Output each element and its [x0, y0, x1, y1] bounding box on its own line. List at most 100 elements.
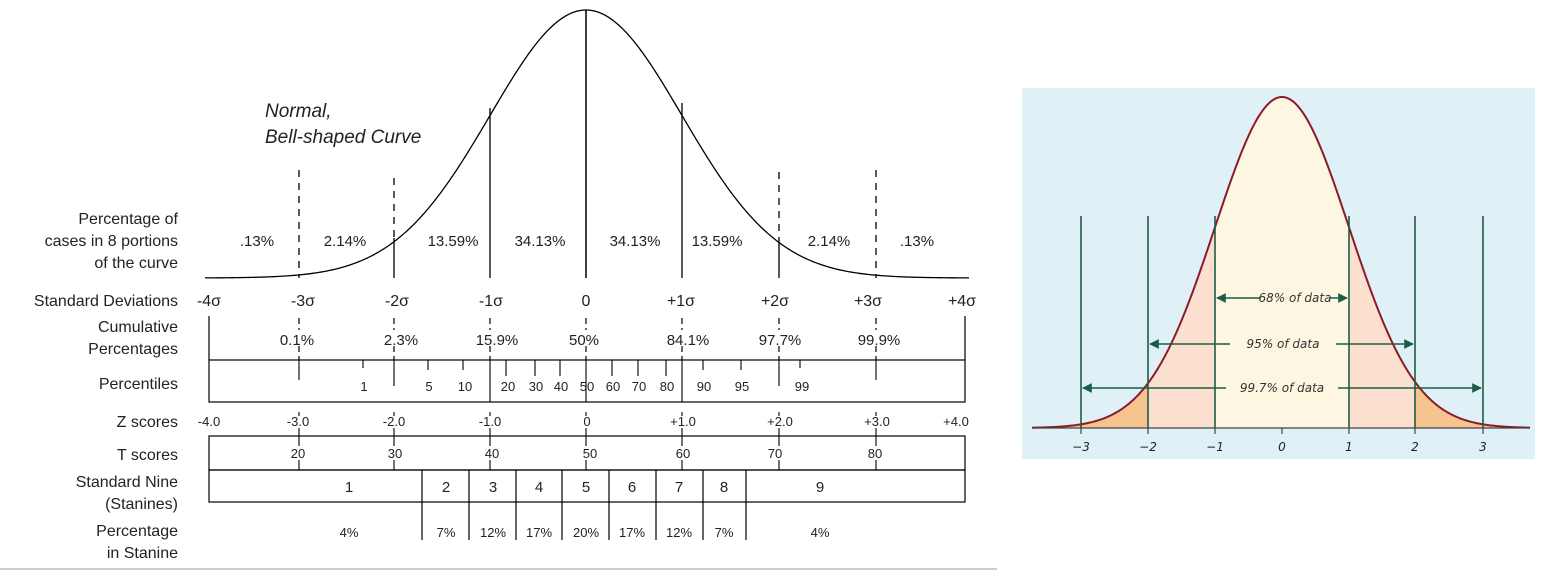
z-score-0: 0 [583, 414, 590, 429]
row-label-pct-stanine-1: Percentage [96, 523, 178, 540]
stanine-3: 3 [489, 479, 497, 496]
portion-pct-8: .13% [900, 233, 934, 250]
stanine-pct-9: 4% [811, 525, 830, 540]
percentile-80: 80 [660, 379, 674, 394]
percentile-1: 1 [360, 379, 367, 394]
cumulative-pct-2: 2.3% [384, 332, 418, 349]
stanine-pct-6: 17% [619, 525, 645, 540]
empirical-axis-ticks [1080, 428, 1484, 434]
empirical-tick-minus1: −1 [1206, 440, 1224, 454]
percentile-40: 40 [554, 379, 568, 394]
stanine-4: 4 [535, 479, 543, 496]
inner-band-fill [1215, 97, 1349, 428]
stanine-pct-3: 12% [480, 525, 506, 540]
curve-label-2: Bell-shaped Curve [265, 127, 421, 148]
portion-pct-3: 13.59% [428, 233, 479, 250]
empirical-tick-1: 1 [1345, 440, 1353, 454]
t-score-50: 50 [583, 446, 597, 461]
z-score-plus1: +1.0 [670, 414, 696, 429]
t-score-70: 70 [768, 446, 782, 461]
stanine-pct-2: 7% [437, 525, 456, 540]
cumulative-pct-4: 50% [569, 332, 599, 349]
cumulative-pct-1: 0.1% [280, 332, 314, 349]
z-score-plus4: +4.0 [943, 414, 969, 429]
t-score-20: 20 [291, 446, 305, 461]
empirical-tick-3: 3 [1479, 440, 1487, 454]
z-score-ticks [298, 412, 877, 436]
z-score-plus3: +3.0 [864, 414, 890, 429]
stanine-1: 1 [345, 479, 353, 496]
curve-label-1: Normal, [265, 101, 332, 122]
row-label-sd: Standard Deviations [34, 293, 178, 310]
t-score-60: 60 [676, 446, 690, 461]
band-label-68: 68% of data [1259, 291, 1332, 305]
cumulative-pct-5: 84.1% [667, 332, 710, 349]
sd-label-minus3: -3σ [291, 293, 315, 310]
band-arrows [1082, 293, 1482, 393]
row-label-pct-cases-3: of the curve [94, 255, 178, 272]
z-score-minus3: -3.0 [287, 414, 309, 429]
t-score-ticks [298, 436, 877, 470]
empirical-vertical-lines [1080, 216, 1484, 428]
cumulative-lines [208, 316, 966, 360]
sd-label-minus1: -1σ [479, 293, 503, 310]
empirical-tick-0: 0 [1278, 440, 1286, 454]
row-label-stanine-2: (Stanines) [105, 496, 178, 513]
stanine-pct-1: 4% [340, 525, 359, 540]
cumulative-pct-6: 97.7% [759, 332, 802, 349]
portion-pct-6: 13.59% [692, 233, 743, 250]
stanine-2: 2 [442, 479, 450, 496]
t-score-30: 30 [388, 446, 402, 461]
sd-label-minus4: -4σ [197, 293, 221, 310]
normal-distribution-diagram: Normal, Bell-shaped Curve Percentage of … [0, 9, 997, 570]
sd-label-0: 0 [582, 293, 591, 310]
percentile-90: 90 [697, 379, 711, 394]
percentile-10: 10 [458, 379, 472, 394]
sd-label-plus2: +2σ [761, 293, 789, 310]
row-label-pct-cases-2: cases in 8 portions [45, 233, 178, 250]
z-score-minus4: -4.0 [198, 414, 220, 429]
row-label-percentiles: Percentiles [99, 376, 178, 393]
outer-tail-fill [1032, 97, 1530, 428]
band-label-997: 99.7% of data [1240, 381, 1324, 395]
bell-curve [204, 9, 970, 279]
row-label-z: Z scores [117, 414, 178, 431]
percentile-95: 95 [735, 379, 749, 394]
portion-pct-2: 2.14% [324, 233, 367, 250]
row-label-cumulative-2: Percentages [88, 341, 178, 358]
sd-label-minus2: -2σ [385, 293, 409, 310]
percentile-70: 70 [632, 379, 646, 394]
empirical-curve [1031, 95, 1531, 429]
percentile-99: 99 [795, 379, 809, 394]
stanine-dividers [421, 470, 747, 540]
percentile-5: 5 [425, 379, 432, 394]
band-label-95: 95% of data [1247, 337, 1320, 351]
percentile-ticks [298, 360, 877, 402]
sd-label-plus3: +3σ [854, 293, 882, 310]
z-score-plus2: +2.0 [767, 414, 793, 429]
portion-pct-4: 34.13% [515, 233, 566, 250]
portion-pct-5: 34.13% [610, 233, 661, 250]
percentile-60: 60 [606, 379, 620, 394]
percentile-20: 20 [501, 379, 515, 394]
cumulative-pct-7: 99.9% [858, 332, 901, 349]
stanine-8: 8 [720, 479, 728, 496]
percentile-50: 50 [580, 379, 594, 394]
row-label-t: T scores [117, 447, 178, 464]
portion-pct-1: .13% [240, 233, 274, 250]
stanine-7: 7 [675, 479, 683, 496]
stanine-pct-7: 12% [666, 525, 692, 540]
middle-band-fill [1148, 97, 1415, 428]
z-score-minus1: -1.0 [479, 414, 501, 429]
stanine-pct-8: 7% [715, 525, 734, 540]
sd-label-plus4: +4σ [948, 293, 976, 310]
row-label-pct-cases-1: Percentage of [78, 211, 178, 228]
row-label-stanine-1: Standard Nine [76, 474, 178, 491]
sd-label-plus1: +1σ [667, 293, 695, 310]
t-score-80: 80 [868, 446, 882, 461]
stanine-5: 5 [582, 479, 590, 496]
stanine-box [208, 469, 966, 503]
empirical-background [1022, 88, 1535, 459]
row-label-pct-stanine-2: in Stanine [107, 545, 178, 562]
portion-pct-7: 2.14% [808, 233, 851, 250]
